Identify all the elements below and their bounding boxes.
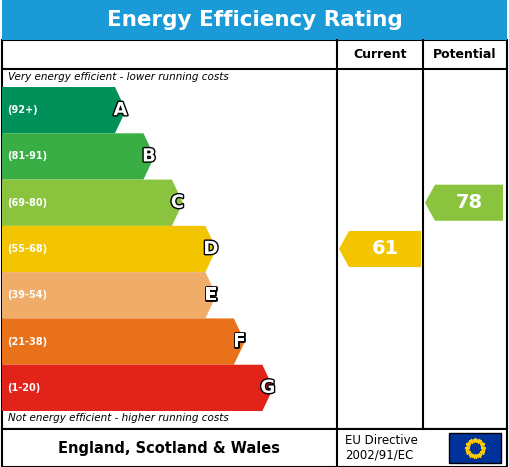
Text: Not energy efficient - higher running costs: Not energy efficient - higher running co… — [8, 413, 229, 423]
Text: (81-91): (81-91) — [7, 151, 47, 162]
Text: England, Scotland & Wales: England, Scotland & Wales — [59, 440, 280, 455]
Text: G: G — [261, 379, 275, 397]
Polygon shape — [339, 231, 421, 267]
Text: (21-38): (21-38) — [7, 337, 47, 347]
Text: E: E — [205, 286, 217, 304]
Text: (1-20): (1-20) — [7, 383, 40, 393]
Text: EU Directive
2002/91/EC: EU Directive 2002/91/EC — [345, 434, 418, 462]
Text: (39-54): (39-54) — [7, 290, 47, 300]
Text: (55-68): (55-68) — [7, 244, 47, 254]
Text: C: C — [171, 194, 184, 212]
Polygon shape — [2, 133, 154, 180]
Text: D: D — [204, 240, 218, 258]
Polygon shape — [425, 184, 503, 221]
Text: Very energy efficient - lower running costs: Very energy efficient - lower running co… — [8, 72, 229, 82]
Polygon shape — [2, 318, 245, 365]
Polygon shape — [2, 180, 183, 226]
Text: (92+): (92+) — [7, 105, 38, 115]
Text: Potential: Potential — [433, 48, 497, 61]
Bar — [2, 429, 507, 467]
Text: 61: 61 — [372, 240, 399, 259]
Polygon shape — [2, 87, 126, 133]
Text: B: B — [142, 148, 156, 165]
Polygon shape — [2, 226, 216, 272]
Text: (69-80): (69-80) — [7, 198, 47, 208]
Bar — [2, 40, 507, 429]
Bar — [2, 0, 507, 40]
Text: Energy Efficiency Rating: Energy Efficiency Rating — [106, 10, 403, 30]
Text: F: F — [233, 333, 245, 351]
Polygon shape — [2, 272, 216, 318]
Text: Current: Current — [353, 48, 407, 61]
Bar — [449, 433, 501, 463]
Polygon shape — [2, 365, 273, 411]
Text: 78: 78 — [456, 193, 483, 212]
Text: A: A — [114, 101, 127, 119]
